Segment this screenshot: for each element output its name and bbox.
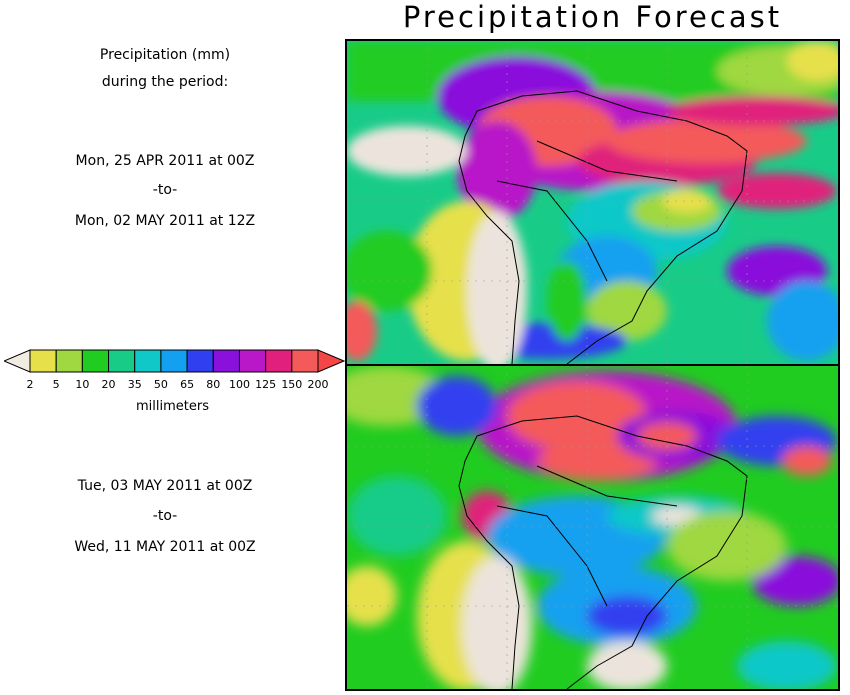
period2-end: Wed, 11 MAY 2011 at 00Z	[74, 539, 256, 555]
colorbar-tick-label: 50	[153, 378, 168, 391]
colorbar-svg	[2, 349, 346, 373]
colorbar-cell	[134, 349, 162, 373]
colorbar-tick-label: 125	[255, 378, 277, 391]
colorbar-tick-label: 35	[127, 378, 142, 391]
colorbar-cell	[186, 349, 214, 373]
period1-start: Mon, 25 APR 2011 at 00Z	[75, 153, 255, 169]
colorbar-cell	[238, 349, 267, 373]
colorbar-tick-label: 80	[206, 378, 221, 391]
colorbar-cell	[108, 349, 136, 373]
colorbar-tick-label: 65	[180, 378, 195, 391]
colorbar-cell	[212, 349, 240, 373]
colorbar-cell	[81, 349, 110, 373]
header-line-2: during the period:	[101, 74, 229, 90]
forecast-map-period2	[345, 364, 840, 691]
colorbar-tick-label: 5	[52, 378, 60, 391]
colorbar-cell	[265, 349, 293, 373]
page-title: Precipitation Forecast	[402, 0, 783, 34]
colorbar	[2, 349, 346, 377]
colorbar-tick-label: 10	[75, 378, 90, 391]
period1-end: Mon, 02 MAY 2011 at 12Z	[74, 213, 256, 229]
colorbar-cell	[29, 349, 57, 373]
period2-separator: -to-	[152, 508, 178, 524]
colorbar-high-arrow	[317, 349, 346, 373]
colorbar-tick-label: 20	[101, 378, 116, 391]
header-line-1: Precipitation (mm)	[99, 47, 231, 63]
legend-units: millimeters	[136, 399, 209, 414]
colorbar-tick-label: 2	[26, 378, 34, 391]
forecast-map-period1	[345, 39, 840, 366]
colorbar-cell	[160, 349, 188, 373]
colorbar-tick-labels: 2 5 10 20 35 50 65 80 100 125 150 200	[0, 378, 345, 392]
colorbar-tick-label: 150	[281, 378, 303, 391]
period1-separator: -to-	[152, 182, 178, 198]
colorbar-cell	[55, 349, 83, 373]
period2-start: Tue, 03 MAY 2011 at 00Z	[77, 478, 253, 494]
colorbar-tick-label: 100	[228, 378, 250, 391]
colorbar-cell	[291, 349, 319, 373]
colorbar-tick-label: 200	[307, 378, 329, 391]
colorbar-low-arrow	[2, 349, 31, 373]
